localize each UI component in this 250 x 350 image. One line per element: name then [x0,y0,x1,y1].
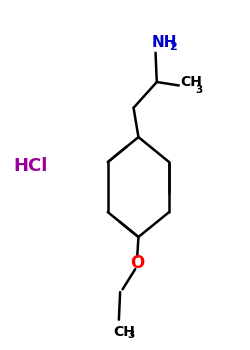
Text: 3: 3 [128,330,135,340]
Text: NH: NH [151,35,177,50]
Text: O: O [130,254,144,272]
Text: HCl: HCl [14,158,48,175]
Text: 3: 3 [196,85,203,95]
Text: CH: CH [113,325,135,339]
Text: CH: CH [181,75,203,89]
Text: 2: 2 [169,42,177,52]
